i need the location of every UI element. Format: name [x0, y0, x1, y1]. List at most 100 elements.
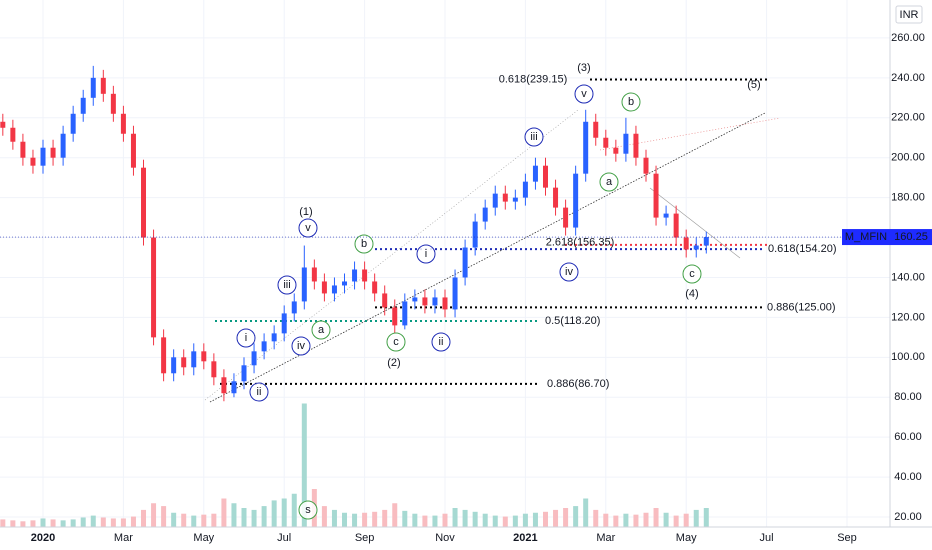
wave-label: i [245, 332, 247, 344]
volume-bar [563, 508, 569, 527]
currency-box[interactable] [895, 5, 923, 24]
candle-body [542, 165, 548, 188]
volume-bar [241, 508, 247, 527]
volume-bar [201, 514, 207, 527]
last-price-box [890, 229, 932, 246]
grid [0, 0, 890, 527]
wave-label: b [628, 96, 634, 108]
wave-circle [249, 382, 269, 402]
last-price-label: 160.25 [894, 231, 928, 243]
volume-bar [492, 515, 498, 527]
volume-bar [50, 519, 56, 527]
volume-bar [703, 508, 709, 527]
volume-bar [372, 511, 378, 527]
channel-line [209, 112, 766, 403]
volume-bar [221, 498, 227, 527]
candle-body [100, 77, 106, 94]
wave-label: iv [297, 340, 305, 352]
candle-body [362, 269, 368, 282]
candle-body [281, 313, 287, 334]
axes: 20.00 40.00 60.00 80.00 100.00 120.00 140.00 16… [0, 32, 932, 544]
candle-body [563, 207, 569, 228]
candle-body [673, 213, 679, 238]
currency: INR [900, 9, 919, 21]
candle-body [452, 277, 458, 310]
volume-bar [40, 518, 46, 527]
candle-body [80, 97, 86, 114]
volume-bar [331, 509, 337, 527]
volume-bar [532, 512, 538, 527]
candle-body [593, 121, 599, 138]
fib-label: 0.5(118.20) [545, 315, 600, 327]
candle-body [301, 267, 307, 302]
wave-label: v [581, 88, 587, 100]
volume-bar [281, 498, 287, 527]
candle-body [573, 173, 579, 228]
wave-label: (2) [387, 357, 400, 369]
candle-body [241, 365, 247, 382]
candle-body [10, 127, 16, 142]
volume-bar [141, 509, 147, 527]
channel-line [204, 109, 579, 401]
x-tick-label: Nov [435, 532, 455, 544]
candle-body [522, 181, 528, 198]
y-tick-label: 180.00 [891, 192, 925, 204]
candle-body [623, 133, 629, 154]
x-tick-label: Mar [596, 532, 615, 544]
volume-bar [10, 520, 16, 527]
volume-bar [181, 513, 187, 527]
volume-bar [171, 512, 177, 527]
wave-label: (4) [685, 288, 698, 300]
candle-body [141, 167, 147, 238]
volume-bar [382, 509, 388, 527]
fib-label: 2.618(156.35) [546, 237, 615, 249]
candle-body [291, 301, 297, 314]
candle-body [311, 267, 317, 282]
volume-bar [0, 519, 6, 527]
candle-body [653, 173, 659, 218]
candle-body [693, 245, 699, 250]
volume-bar [653, 508, 659, 527]
symbol-label: M_MFIN [845, 231, 887, 243]
y-tick-label: 260.00 [891, 32, 925, 44]
volume-bar [20, 521, 26, 527]
y-tick-label: 80.00 [894, 391, 922, 403]
volume-bar [422, 515, 428, 527]
volume-bar [231, 503, 237, 527]
volume-bar [583, 498, 589, 527]
candle-body [643, 157, 649, 174]
candle-body [342, 281, 348, 286]
candle-body [472, 221, 478, 248]
candle-body [221, 377, 227, 394]
volume-bar [553, 509, 559, 527]
candle-body [120, 113, 126, 134]
volume-bar [151, 503, 157, 527]
candle-body [20, 141, 26, 158]
volume-bar [90, 515, 96, 527]
candle-body [60, 133, 66, 158]
volume-bar [442, 513, 448, 527]
wave-label: v [305, 222, 311, 234]
volume-bar [542, 511, 548, 527]
trend-line [599, 117, 781, 151]
wave-label: c [393, 336, 399, 348]
x-tick-label: May [676, 532, 697, 544]
volume-bar [663, 512, 669, 527]
candle-body [130, 133, 136, 168]
candle-body [532, 165, 538, 182]
candle-body [110, 93, 116, 114]
volume-bar [643, 512, 649, 527]
volume-bar [613, 515, 619, 527]
x-tick-label: 2020 [31, 532, 55, 544]
fib-label: 0.886(86.70) [547, 378, 609, 390]
candle-body [191, 351, 197, 368]
wave-circle [236, 328, 256, 348]
wave-label: ii [257, 386, 262, 398]
candle-body [492, 193, 498, 208]
x-tick-label: 2021 [513, 532, 537, 544]
wave-label: (3) [577, 62, 590, 74]
wave-label: iii [530, 131, 537, 143]
wave-circle [431, 332, 451, 352]
